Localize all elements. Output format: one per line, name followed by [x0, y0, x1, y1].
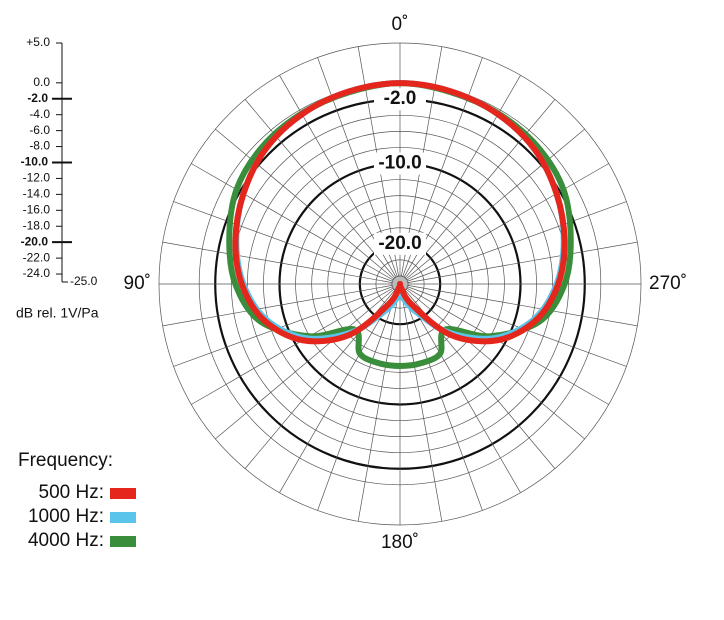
- legend-title: Frequency:: [18, 450, 113, 471]
- spoke: [405, 128, 585, 280]
- scale-label: -2.0: [27, 91, 48, 105]
- scale-label: -22.0: [23, 250, 51, 264]
- spoke: [407, 286, 627, 367]
- scale-label: -20.0: [21, 234, 49, 248]
- ring-label: -20.0: [378, 233, 421, 254]
- scale-label: 0.0: [33, 75, 50, 89]
- spoke: [173, 201, 393, 282]
- spoke: [244, 99, 396, 279]
- scale-label: -18.0: [23, 218, 51, 232]
- spoke: [405, 288, 585, 440]
- spoke: [357, 291, 399, 522]
- spoke: [407, 285, 638, 327]
- spoke: [406, 163, 609, 281]
- ring-label-bg: [374, 88, 426, 111]
- ring-label-bg: [374, 232, 426, 255]
- scale-label: -4.0: [29, 107, 50, 121]
- legend-label: 500 Hz:: [39, 482, 104, 503]
- spoke: [403, 290, 521, 493]
- spoke: [215, 288, 395, 440]
- spoke: [191, 287, 394, 405]
- scale-label: -6.0: [29, 123, 50, 137]
- spoke: [407, 241, 638, 283]
- legend-swatch: [110, 488, 136, 499]
- legend-swatch: [110, 536, 136, 547]
- scale-label: +5.0: [26, 35, 50, 49]
- axis-label: dB rel. 1V/Pa: [16, 305, 99, 321]
- pattern-curve: [226, 80, 574, 369]
- scale-label: -16.0: [23, 202, 51, 216]
- scale-label: -14.0: [23, 187, 51, 201]
- spoke: [407, 201, 627, 282]
- scale-label: -25.0: [70, 274, 98, 288]
- legend-label: 4000 Hz:: [28, 530, 104, 551]
- theta-label: 90˚: [124, 273, 151, 294]
- scale-label: -24.0: [23, 266, 51, 280]
- spoke: [401, 291, 443, 522]
- spoke: [215, 128, 395, 280]
- scale-label: -10.0: [21, 155, 49, 169]
- legend-swatch: [110, 512, 136, 523]
- ring-label-bg: [374, 152, 426, 175]
- spoke: [173, 286, 393, 367]
- spoke: [191, 163, 394, 281]
- ring-label: -10.0: [378, 153, 421, 174]
- spoke: [162, 241, 393, 283]
- spoke: [162, 285, 393, 327]
- theta-label: 180˚: [381, 532, 419, 553]
- scale-label: -12.0: [23, 171, 51, 185]
- scale-label: -8.0: [29, 139, 50, 153]
- spoke: [279, 290, 397, 493]
- theta-label: 0˚: [392, 14, 409, 35]
- spoke: [402, 291, 483, 511]
- pattern-curve: [232, 80, 568, 345]
- ring-label: -2.0: [384, 88, 417, 109]
- legend-label: 1000 Hz:: [28, 506, 104, 527]
- spoke: [406, 287, 609, 405]
- theta-label: 270˚: [649, 273, 687, 294]
- spoke: [404, 99, 556, 279]
- spoke: [317, 291, 398, 511]
